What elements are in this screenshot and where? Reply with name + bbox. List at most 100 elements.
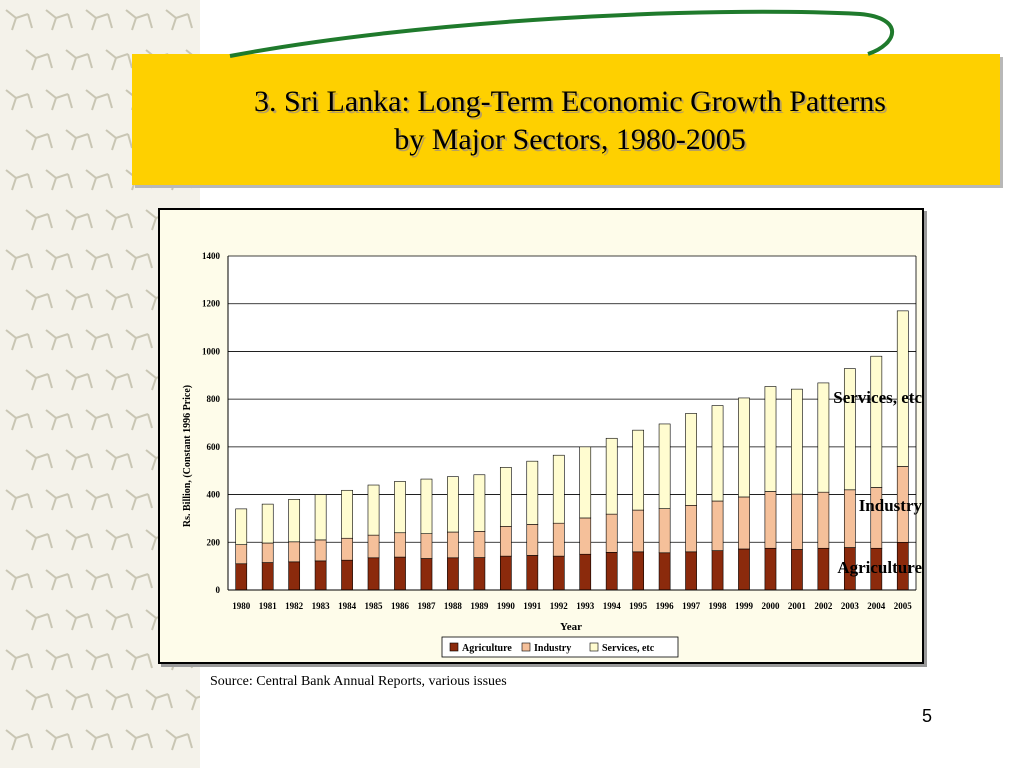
- decorative-glyph: [45, 249, 73, 271]
- bar-segment-agriculture-1982: [288, 561, 301, 591]
- x-tick-label: 1986: [391, 601, 410, 611]
- bar-segment-services-etc-1990: [499, 467, 512, 527]
- decorative-glyph: [25, 449, 53, 471]
- decorative-glyph: [125, 569, 153, 591]
- legend-label: Services, etc: [602, 643, 655, 654]
- decorative-glyph: [25, 689, 53, 711]
- bar-segment-agriculture-1990: [499, 555, 512, 591]
- bar-segment-services-etc-2002: [817, 382, 830, 493]
- bar-segment-services-etc-2000: [764, 386, 777, 492]
- decorative-glyph: [65, 369, 93, 391]
- bar-segment-industry-1998: [711, 500, 724, 551]
- y-axis-label: Rs. Billion, (Constant 1996 Price): [182, 385, 193, 527]
- x-tick-label: 2004: [867, 601, 886, 611]
- title-band: [132, 54, 1000, 185]
- bar-segment-services-etc-1984: [341, 489, 353, 539]
- bar-segment-agriculture-1984: [341, 559, 353, 591]
- bar-segment-agriculture-1992: [552, 555, 565, 591]
- y-tick-label: 0: [216, 585, 221, 595]
- bar-segment-services-etc-1982: [288, 499, 301, 543]
- bar-segment-industry-1999: [738, 496, 750, 550]
- decorative-glyph: [45, 489, 73, 511]
- decorative-glyph: [5, 169, 33, 191]
- bar-segment-agriculture-1995: [632, 551, 645, 591]
- decorative-glyph: [105, 609, 133, 631]
- decorative-glyph: [5, 89, 33, 111]
- decorative-glyph: [25, 529, 53, 551]
- decorative-glyph: [25, 289, 53, 311]
- x-axis-label: Year: [560, 621, 582, 633]
- bar-segment-services-etc-1989: [473, 474, 486, 532]
- decorative-pattern: [5, 9, 200, 751]
- decorative-glyph: [125, 729, 153, 751]
- x-tick-label: 1985: [365, 601, 384, 611]
- x-tick-label: 2003: [841, 601, 860, 611]
- bar-segment-agriculture-1996: [658, 552, 671, 591]
- decorative-glyph: [85, 569, 113, 591]
- decorative-glyph: [45, 569, 73, 591]
- bar-segment-agriculture-1981: [261, 562, 274, 591]
- decorative-glyph: [165, 9, 193, 31]
- decorative-glyph: [25, 129, 53, 151]
- decorative-glyph: [5, 249, 33, 271]
- decorative-glyph: [125, 489, 153, 511]
- x-tick-label: 1997: [682, 601, 701, 611]
- bar-segment-services-etc-1987: [420, 478, 433, 534]
- x-tick-label: 1990: [497, 601, 516, 611]
- bar-segment-services-etc-1997: [685, 413, 697, 506]
- decorative-glyph: [85, 329, 113, 351]
- bar-segment-services-etc-1999: [738, 397, 750, 498]
- bar-segment-services-etc-1994: [605, 437, 618, 515]
- bar-segment-industry-1995: [632, 509, 645, 553]
- bar-segment-agriculture-2000: [764, 547, 777, 591]
- bar-segment-industry-1997: [685, 505, 697, 553]
- bar-segment-services-etc-2001: [791, 388, 803, 495]
- chart-panel: 0 200 400 600 800 1000 1200 1400 1980 1981 1982 19…: [158, 208, 924, 664]
- y-tick-label: 400: [207, 490, 221, 500]
- decorative-glyph: [5, 569, 33, 591]
- x-tick-label: 2000: [761, 601, 780, 611]
- bar-segment-services-etc-2004: [870, 355, 883, 488]
- decorative-glyph: [25, 209, 53, 231]
- decorative-glyph: [25, 609, 53, 631]
- series-annotation: Services, etc: [833, 388, 922, 407]
- bar-segment-services-etc-1985: [367, 484, 380, 536]
- decorative-glyph: [5, 329, 33, 351]
- bar-segment-services-etc-1980: [235, 508, 248, 545]
- decorative-glyph: [185, 689, 200, 711]
- decorative-glyph: [5, 9, 33, 31]
- bar-segment-services-etc-1995: [632, 429, 645, 511]
- bar-segment-industry-1989: [473, 531, 486, 558]
- y-tick-label: 1200: [202, 299, 221, 309]
- decorative-glyph: [65, 609, 93, 631]
- x-tick-label: 1999: [735, 601, 754, 611]
- legend: Agriculture Industry Services, etc: [441, 636, 679, 658]
- decorative-glyph: [45, 729, 73, 751]
- bar-segment-services-etc-1998: [711, 405, 724, 502]
- bar-segment-services-etc-1986: [394, 481, 406, 534]
- x-tick-label: 1980: [232, 601, 251, 611]
- decorative-glyph: [65, 129, 93, 151]
- y-tick-label: 200: [207, 537, 221, 547]
- bar-segment-agriculture-2002: [817, 547, 830, 591]
- decorative-glyph: [5, 489, 33, 511]
- bar-segment-industry-1985: [367, 534, 380, 559]
- decorative-glyph: [65, 689, 93, 711]
- bar-segment-agriculture-1980: [235, 563, 248, 591]
- decorative-glyph: [25, 49, 53, 71]
- bar-segment-agriculture-1989: [473, 557, 486, 591]
- decorative-glyph: [125, 409, 153, 431]
- decorative-glyph: [105, 209, 133, 231]
- decorative-glyph: [105, 529, 133, 551]
- bar-segment-services-etc-1991: [526, 460, 539, 525]
- x-tick-label: 1981: [259, 601, 278, 611]
- bar-segment-agriculture-1986: [394, 556, 406, 591]
- decorative-glyph: [145, 689, 173, 711]
- bar-segment-agriculture-1999: [738, 548, 750, 591]
- bar-segment-services-etc-1981: [261, 503, 274, 544]
- series-annotations: Services, etc Industry Agriculture: [833, 388, 922, 577]
- bar-segment-industry-1984: [341, 537, 353, 561]
- bar-segment-agriculture-1997: [685, 551, 697, 591]
- bar-segment-industry-1996: [658, 508, 671, 554]
- legend-swatch: [521, 642, 531, 652]
